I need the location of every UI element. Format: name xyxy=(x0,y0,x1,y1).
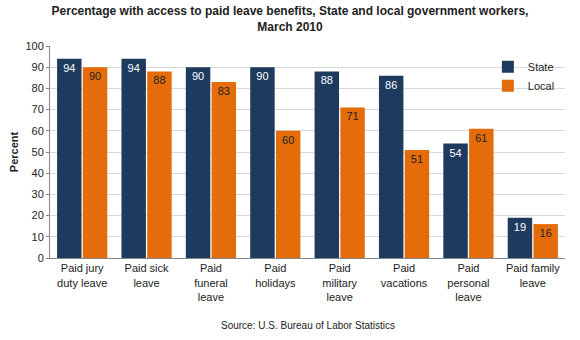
svg-text:90: 90 xyxy=(256,70,268,82)
svg-text:40: 40 xyxy=(32,167,44,179)
svg-text:60: 60 xyxy=(32,125,44,137)
svg-text:71: 71 xyxy=(346,110,358,122)
svg-text:88: 88 xyxy=(321,74,333,86)
svg-text:86: 86 xyxy=(385,79,397,91)
svg-text:61: 61 xyxy=(475,132,487,144)
svg-text:88: 88 xyxy=(153,74,165,86)
svg-text:16: 16 xyxy=(540,227,552,239)
svg-text:Paidmilitaryleave: Paidmilitaryleave xyxy=(322,262,357,303)
svg-text:Paid sickleave: Paid sickleave xyxy=(125,262,170,288)
svg-text:Paid familyleave: Paid familyleave xyxy=(506,262,560,288)
svg-text:Percent: Percent xyxy=(8,131,20,172)
svg-text:Paidfuneralleave: Paidfuneralleave xyxy=(194,262,228,303)
svg-text:50: 50 xyxy=(32,146,44,158)
svg-text:80: 80 xyxy=(32,82,44,94)
svg-text:Percentage with access to paid: Percentage with access to paid leave ben… xyxy=(52,4,529,34)
svg-text:54: 54 xyxy=(449,147,461,159)
svg-text:83: 83 xyxy=(218,85,230,97)
svg-text:Paidholidays: Paidholidays xyxy=(255,262,296,288)
svg-text:Paidpersonalleave: Paidpersonalleave xyxy=(447,262,489,303)
svg-text:30: 30 xyxy=(32,188,44,200)
svg-text:Source: U.S. Bureau of Labor S: Source: U.S. Bureau of Labor Statistics xyxy=(221,320,395,331)
svg-text:60: 60 xyxy=(282,134,294,146)
svg-text:90: 90 xyxy=(32,61,44,73)
svg-text:19: 19 xyxy=(514,221,526,233)
svg-text:100: 100 xyxy=(25,40,43,52)
svg-text:94: 94 xyxy=(128,62,140,74)
svg-text:94: 94 xyxy=(63,62,75,74)
svg-text:0: 0 xyxy=(38,252,44,264)
svg-text:Paidvacations: Paidvacations xyxy=(381,262,428,288)
svg-text:Paid juryduty leave: Paid juryduty leave xyxy=(57,262,107,288)
svg-text:51: 51 xyxy=(411,153,423,165)
svg-text:90: 90 xyxy=(89,70,101,82)
svg-text:70: 70 xyxy=(32,103,44,115)
svg-text:State: State xyxy=(528,61,554,73)
svg-text:20: 20 xyxy=(32,209,44,221)
svg-text:90: 90 xyxy=(192,70,204,82)
svg-text:Local: Local xyxy=(528,80,554,92)
svg-text:10: 10 xyxy=(32,231,44,243)
